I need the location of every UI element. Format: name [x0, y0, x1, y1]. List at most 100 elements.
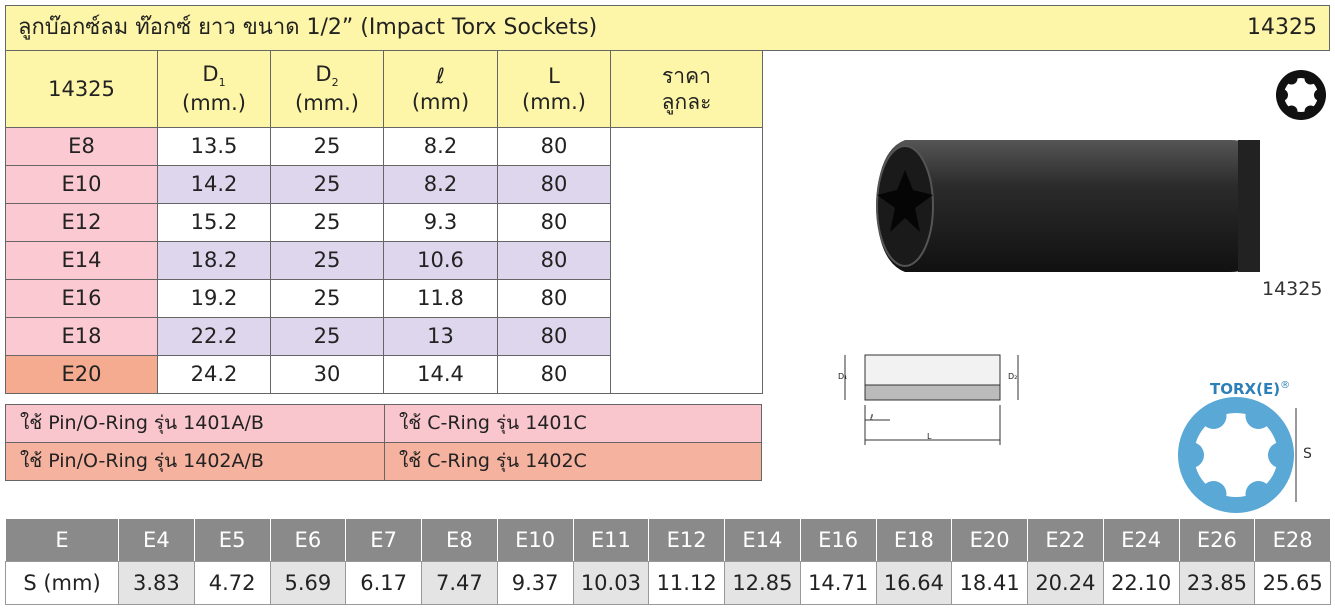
size-header: E22 — [1027, 518, 1104, 562]
size-value: 11.12 — [648, 561, 725, 605]
size-value: S (mm) — [5, 561, 119, 605]
header-symbol: L — [548, 63, 560, 89]
spec-cell: 25 — [270, 203, 384, 242]
size-value: 9.37 — [496, 561, 574, 605]
header-code: 14325 — [1247, 15, 1317, 41]
size-value: 14.71 — [799, 561, 877, 605]
spec-cell: 8.2 — [383, 127, 498, 166]
header-symbol: ราคา — [662, 63, 711, 89]
spec-cell: 14.4 — [383, 355, 498, 394]
spec-cell: 25 — [270, 279, 384, 318]
spec-cell: 25 — [270, 165, 384, 204]
torx-name: TORX(E) — [1210, 380, 1281, 398]
size-value: 3.83 — [118, 561, 195, 605]
spec-cell: 25 — [270, 127, 384, 166]
size-value: 22.10 — [1102, 561, 1180, 605]
size-value: 6.17 — [345, 561, 422, 605]
size-header: E5 — [193, 518, 271, 562]
size-value: 23.85 — [1178, 561, 1256, 605]
size-header: E10 — [496, 518, 574, 562]
size-header: E7 — [345, 518, 422, 562]
spec-cell: 80 — [497, 203, 611, 242]
spec-cell: 24.2 — [157, 355, 271, 394]
size-value: 7.47 — [421, 561, 498, 605]
symbol: D — [202, 62, 219, 87]
ring-cell: ใช้ C-Ring รุ่น 1401C — [384, 404, 762, 443]
spec-cell: 25 — [270, 317, 384, 356]
diagram-label: L — [927, 432, 932, 441]
spec-cell: 80 — [497, 127, 611, 166]
torx-icon — [1276, 70, 1326, 120]
column-header: L (mm.) — [497, 50, 611, 128]
diagram-label: D₁ — [838, 372, 848, 381]
spec-cell: 30 — [270, 355, 384, 394]
spec-cell: 9.3 — [383, 203, 498, 242]
column-header: ℓ (mm) — [383, 50, 498, 128]
header-symbol: D2 — [315, 61, 338, 90]
size-cell: E12 — [5, 203, 158, 242]
size-cell: E14 — [5, 241, 158, 280]
ring-cell: ใช้ C-Ring รุ่น 1402C — [384, 442, 762, 481]
size-header: E12 — [648, 518, 725, 562]
torx-label: TORX(E)® — [1210, 380, 1290, 398]
symbol: D — [315, 62, 332, 87]
ring-cell: ใช้ Pin/O-Ring รุ่น 1402A/B — [5, 442, 385, 481]
spec-cell: 18.2 — [157, 241, 271, 280]
size-header: E26 — [1178, 518, 1256, 562]
size-value: 16.64 — [875, 561, 953, 605]
spec-cell: 80 — [497, 165, 611, 204]
header-bar: ลูกบ๊อกซ์ลม ท๊อกซ์ ยาว ขนาด 1/2” (Impact… — [5, 5, 1330, 51]
torx-mark: ® — [1280, 380, 1291, 391]
diagram-label: D₂ — [1008, 372, 1018, 381]
spec-cell: 80 — [497, 355, 611, 394]
spec-cell: 13.5 — [157, 127, 271, 166]
header-unit: ลูกละ — [661, 90, 712, 114]
torx-profile — [1178, 397, 1297, 513]
symbol: ℓ — [436, 63, 445, 88]
size-value: 10.03 — [572, 561, 650, 605]
size-header: E14 — [724, 518, 801, 562]
size-value: 20.24 — [1027, 561, 1104, 605]
spec-cell: 80 — [497, 241, 611, 280]
header-unit: (mm.) — [182, 91, 246, 116]
size-header: E16 — [799, 518, 877, 562]
image-caption: 14325 — [1262, 278, 1323, 300]
size-header: E11 — [572, 518, 650, 562]
column-header: 14325 — [5, 50, 158, 128]
size-cell: E8 — [5, 127, 158, 166]
spec-cell: 15.2 — [157, 203, 271, 242]
size-header: E24 — [1102, 518, 1180, 562]
spec-cell: 11.8 — [383, 279, 498, 318]
socket-photo — [876, 140, 1260, 272]
header-title: ลูกบ๊อกซ์ลม ท๊อกซ์ ยาว ขนาด 1/2” (Impact… — [18, 15, 598, 41]
dimension-drawing — [844, 354, 1019, 445]
spec-cell: 8.2 — [383, 165, 498, 204]
size-header: E18 — [875, 518, 953, 562]
column-header: D1 (mm.) — [157, 50, 271, 128]
ring-cell: ใช้ Pin/O-Ring รุ่น 1401A/B — [5, 404, 385, 443]
header-symbol: D1 — [202, 61, 225, 90]
dimension-label: S — [1303, 446, 1312, 462]
size-header: E6 — [269, 518, 347, 562]
size-value: 5.69 — [269, 561, 347, 605]
spec-cell: 13 — [383, 317, 498, 356]
size-header: E20 — [951, 518, 1028, 562]
size-cell: E20 — [5, 355, 158, 394]
spec-cell: 25 — [270, 241, 384, 280]
header-text: 14325 — [48, 76, 115, 101]
size-value: 12.85 — [724, 561, 801, 605]
symbol-subscript: 1 — [218, 76, 226, 90]
size-header: E4 — [118, 518, 195, 562]
header-unit: (mm) — [411, 90, 470, 114]
size-cell: E16 — [5, 279, 158, 318]
spec-cell: 14.2 — [157, 165, 271, 204]
spec-cell: 22.2 — [157, 317, 271, 356]
size-value: 25.65 — [1254, 561, 1331, 605]
size-header: E28 — [1254, 518, 1331, 562]
size-cell: E18 — [5, 317, 158, 356]
header-symbol: ℓ — [436, 63, 445, 89]
spec-cell: 80 — [497, 279, 611, 318]
size-value: 18.41 — [951, 561, 1028, 605]
